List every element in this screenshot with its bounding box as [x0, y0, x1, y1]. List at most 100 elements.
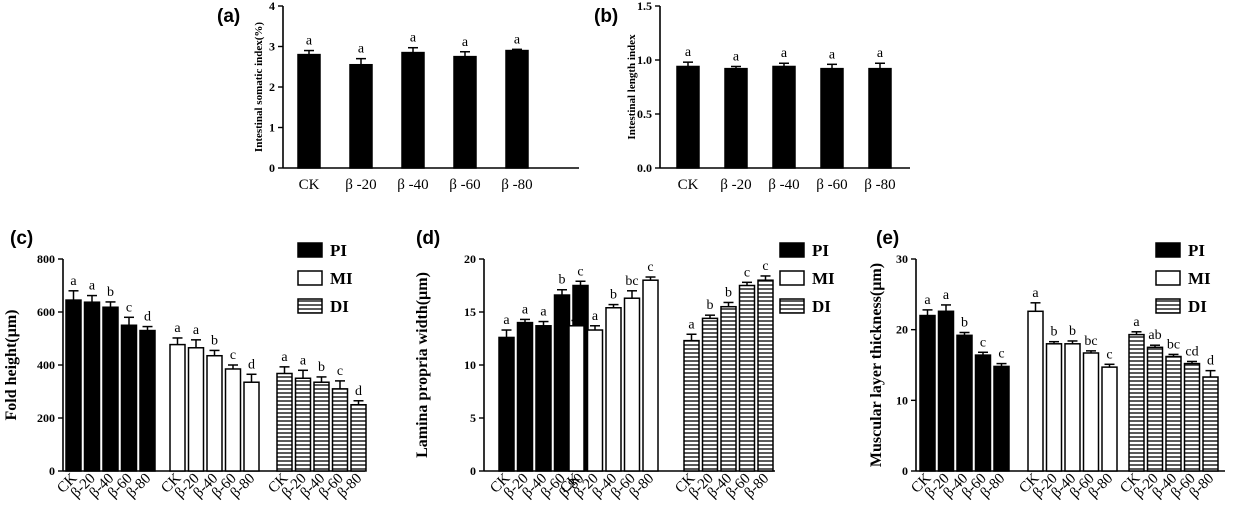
legend: PI MI DI — [779, 241, 835, 316]
panel-label: (b) — [594, 6, 618, 27]
bar — [1082, 352, 1100, 472]
bar — [206, 354, 223, 472]
significance-letter: a — [924, 293, 931, 308]
panel-label: (c) — [10, 228, 33, 249]
significance-letter: c — [998, 347, 1004, 362]
bar — [102, 306, 119, 472]
y-tick-label: 20 — [896, 323, 908, 337]
y-tick-label: 0 — [470, 464, 476, 478]
legend-label-mi: MI — [812, 269, 835, 288]
legend-label-pi: PI — [1188, 241, 1205, 260]
legend-swatch-mi — [1155, 270, 1181, 286]
x-tick-label: CK — [678, 177, 699, 193]
bar — [1183, 362, 1201, 472]
legend-swatch-di — [1155, 298, 1181, 314]
significance-letter: b — [725, 285, 732, 300]
bar — [738, 284, 756, 472]
significance-letter: c — [762, 259, 768, 274]
x-tick-label: β -80 — [864, 177, 895, 193]
x-tick-label: β -20 — [720, 177, 751, 193]
legend-swatch-pi — [1155, 242, 1181, 258]
legend-label-pi: PI — [330, 241, 347, 260]
significance-letter: d — [355, 384, 362, 399]
legend-swatch-di — [297, 298, 323, 314]
bar — [297, 53, 321, 169]
panel-a: (a) Intestinal somatic index(%) 0 1 2 3 4 a CK a β… — [217, 0, 579, 193]
bar — [453, 55, 477, 169]
legend: PI MI DI — [1155, 241, 1211, 316]
bar — [956, 334, 973, 472]
significance-letter: a — [540, 305, 547, 320]
bar — [276, 372, 293, 472]
significance-letter: c — [647, 260, 653, 275]
y-tick-label: 0.0 — [637, 161, 652, 175]
legend-swatch-di — [779, 298, 805, 314]
y-tick-label: 400 — [37, 358, 55, 372]
bar — [65, 299, 82, 472]
significance-letter: a — [522, 302, 529, 317]
significance-letter: a — [306, 34, 313, 49]
bar — [820, 67, 844, 169]
y-axis-label: Fold height(µm) — [3, 310, 20, 421]
bar — [349, 63, 373, 169]
significance-letter: a — [174, 321, 181, 336]
bar — [676, 65, 700, 169]
bar — [772, 65, 796, 169]
significance-letter: a — [685, 45, 692, 60]
series-main: a CK a β -20 a β -40 a β -60 a β -80 — [676, 45, 896, 193]
bar — [120, 324, 138, 472]
significance-letter: c — [126, 300, 132, 315]
significance-letter: c — [230, 348, 236, 363]
bar — [974, 354, 992, 472]
panel-label: (d) — [416, 228, 440, 249]
significance-letter: a — [503, 313, 510, 328]
significance-letter: c — [1106, 347, 1112, 362]
bar — [919, 314, 936, 472]
significance-letter: b — [211, 333, 218, 348]
y-tick-label: 5 — [470, 411, 476, 425]
panel-c: (c) Fold height(µm) 0 200 400 600 800 aCKaβ-20b… — [3, 228, 367, 501]
significance-letter: ab — [1148, 328, 1161, 343]
significance-letter: bc — [625, 274, 638, 289]
bar — [642, 279, 659, 472]
significance-letter: bc — [1084, 334, 1097, 349]
legend-swatch-mi — [297, 270, 323, 286]
significance-letter: bc — [1167, 337, 1180, 352]
significance-letter: c — [744, 265, 750, 280]
bar — [868, 67, 892, 169]
y-tick-label: 20 — [464, 252, 476, 266]
significance-letter: b — [707, 298, 714, 313]
legend-label-di: DI — [1188, 297, 1207, 316]
y-axis-label: Lamina propria width(µm) — [414, 272, 431, 458]
legend-label-mi: MI — [330, 269, 353, 288]
x-tick-label: β -60 — [449, 177, 480, 193]
significance-letter: b — [1069, 324, 1076, 339]
y-axis-label: Muscular layer thickness(µm) — [868, 263, 885, 467]
panel-b: (b) Intestinal length index 0.0 0.5 1.0 1.5 a C… — [594, 0, 910, 193]
bar — [498, 336, 515, 472]
y-tick-label: 2 — [269, 80, 275, 94]
y-tick-label: 3 — [269, 40, 275, 54]
bar — [505, 49, 529, 169]
bar — [187, 347, 205, 472]
significance-letter: a — [281, 350, 288, 365]
bar — [83, 301, 101, 472]
legend-swatch-mi — [779, 270, 805, 286]
y-tick-label: 10 — [464, 358, 476, 372]
y-tick-label: 4 — [269, 0, 275, 13]
significance-letter: d — [1207, 354, 1214, 369]
x-tick-label: CK — [299, 177, 320, 193]
bar — [350, 404, 367, 472]
y-tick-label: 1.5 — [637, 0, 652, 13]
bar — [331, 388, 349, 472]
legend-label-di: DI — [330, 297, 349, 316]
bar — [243, 381, 260, 472]
